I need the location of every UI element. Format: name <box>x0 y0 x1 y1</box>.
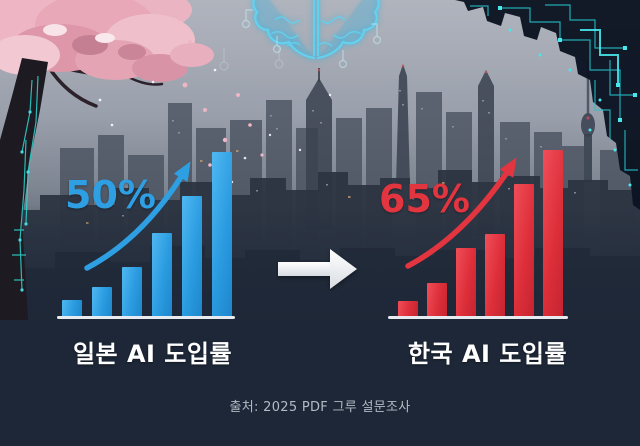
bar <box>182 196 202 318</box>
brain-circuit-nodes <box>241 9 382 69</box>
circuit-board-fragment-icon <box>455 0 640 210</box>
falling-petals <box>98 39 332 184</box>
korea-percentage: 65% <box>379 177 470 221</box>
japan-chart-label: 일본 AI 도입률 <box>72 340 233 368</box>
bar <box>92 287 112 318</box>
bar <box>62 300 82 318</box>
japan-percentage: 50% <box>65 173 156 217</box>
bar <box>122 267 142 318</box>
source-caption: 출처: 2025 PDF 그루 설문조사 <box>229 400 411 415</box>
bar <box>485 234 505 318</box>
growth-arrow-icon <box>84 161 191 271</box>
bars <box>398 150 563 318</box>
japan-adoption-chart: 50% 일본 AI 도입률 <box>55 145 250 380</box>
canopy <box>0 0 214 82</box>
bars <box>62 152 232 318</box>
bar <box>543 150 563 318</box>
trunk-circuit-nodes <box>18 110 32 292</box>
bar <box>398 301 418 318</box>
bar <box>212 152 232 318</box>
sky-circuit-nodes <box>219 46 284 71</box>
circuit-pads <box>498 6 637 187</box>
circuit-brain-icon <box>241 0 382 69</box>
bar <box>514 184 534 318</box>
korea-adoption-chart: 65% 한국 AI 도입률 <box>378 145 573 380</box>
korea-chart-label: 한국 AI 도입률 <box>407 340 568 368</box>
bar <box>456 248 476 318</box>
bar <box>427 283 447 318</box>
right-arrow-icon <box>278 249 357 289</box>
chart-baseline <box>57 316 235 319</box>
bar <box>152 233 172 318</box>
cherry-blossom-circuit-tree-icon <box>0 0 332 320</box>
growth-arrow-icon <box>405 157 517 269</box>
chart-baseline <box>388 316 568 319</box>
